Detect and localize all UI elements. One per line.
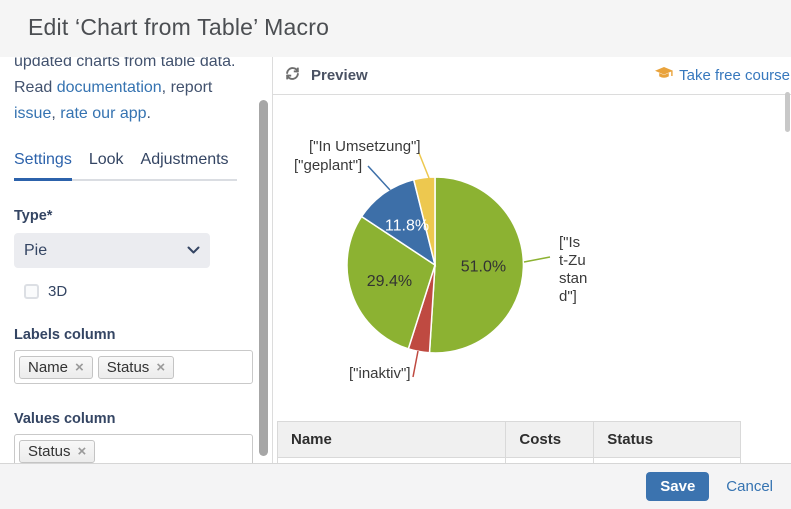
settings-panel-scrollbar[interactable] <box>259 100 268 456</box>
3d-checkbox-row: 3D <box>24 283 258 300</box>
3d-checkbox-label: 3D <box>48 283 68 300</box>
values-column-input[interactable]: Status × <box>14 434 253 463</box>
save-button[interactable]: Save <box>646 472 710 501</box>
tab-look[interactable]: Look <box>88 151 124 168</box>
tag-status-value-text: Status <box>28 442 71 460</box>
chevron-down-icon <box>187 242 200 260</box>
type-select[interactable]: Pie <box>14 233 210 268</box>
intro-sep2: , <box>51 105 61 122</box>
pie-slice-0 <box>428 176 525 354</box>
column-header-name: Name <box>276 421 507 458</box>
3d-checkbox[interactable] <box>24 284 39 299</box>
pie-category-label: ["Is <box>559 234 580 251</box>
intro-end: . <box>146 105 151 122</box>
pie-slice-3 <box>360 178 437 267</box>
pie-leader-line <box>418 152 430 179</box>
sidebar-intro-text: updated charts from table data. Read doc… <box>14 57 254 127</box>
intro-read: Read <box>14 79 57 96</box>
dialog-footer: Save Cancel <box>0 463 791 509</box>
column-header-status: Status <box>593 421 741 458</box>
type-select-value: Pie <box>24 241 48 259</box>
pie-slice-2 <box>346 215 436 350</box>
intro-clipped-line: updated charts from table data. <box>14 57 236 70</box>
intro-sep1: , report <box>161 79 213 96</box>
settings-tabbar: Settings Look Adjustments <box>14 151 237 181</box>
pie-category-label: ["In Umsetzung"] <box>309 138 421 155</box>
dialog-title: Edit ‘Chart from Table’ Macro <box>28 14 330 40</box>
documentation-link[interactable]: documentation <box>56 79 162 96</box>
labels-column-input[interactable]: Name × Status × <box>14 350 253 384</box>
pie-category-label: ["geplant"] <box>294 157 362 174</box>
tab-settings[interactable]: Settings <box>14 151 72 181</box>
remove-tag-icon[interactable]: × <box>77 442 87 460</box>
pie-category-label: stan <box>559 270 587 287</box>
remove-tag-icon[interactable]: × <box>156 358 166 376</box>
table-header-row: Name Costs Status <box>276 421 741 458</box>
refresh-icon[interactable] <box>284 65 301 87</box>
preview-title: Preview <box>311 67 368 84</box>
preview-header: Preview Take free course <box>273 57 791 95</box>
pie-leader-line <box>523 256 551 263</box>
tag-status[interactable]: Status × <box>97 355 175 379</box>
pie-leader-line <box>412 350 419 378</box>
pie-percentage-label: 51.0% <box>461 259 506 276</box>
pie-category-label: ["inaktiv"] <box>349 365 411 382</box>
pie-category-label: d"] <box>559 288 577 305</box>
pie-percentage-label: 11.8% <box>385 218 429 235</box>
preview-panel: Preview Take free course 51.0% 29.4% 11.8%… <box>272 57 791 466</box>
pie-slice-4 <box>412 176 436 266</box>
issue-link[interactable]: issue <box>14 105 52 122</box>
tag-status-text: Status <box>106 358 150 376</box>
cancel-link[interactable]: Cancel <box>726 478 773 495</box>
graduation-cap-icon <box>655 67 674 84</box>
rate-our-app-link[interactable]: rate our app <box>60 105 147 122</box>
pie-leader-line <box>367 165 391 191</box>
preview-source-table: Name Costs Status <box>276 421 741 466</box>
take-free-course-label: Take free course <box>679 67 790 84</box>
tag-name[interactable]: Name × <box>19 355 93 379</box>
tag-name-text: Name <box>28 358 69 376</box>
take-free-course-link[interactable]: Take free course <box>655 67 790 84</box>
type-label: Type* <box>14 208 53 224</box>
values-column-label: Values column <box>14 411 116 427</box>
tab-adjustments[interactable]: Adjustments <box>140 151 229 168</box>
remove-tag-icon[interactable]: × <box>75 358 84 376</box>
tag-status-value[interactable]: Status × <box>19 439 96 463</box>
dialog-titlebar: Edit ‘Chart from Table’ Macro <box>0 0 791 57</box>
column-header-costs: Costs <box>505 421 595 458</box>
pie-category-label: t-Zu <box>559 252 586 269</box>
pie-percentage-label: 29.4% <box>367 273 412 290</box>
settings-panel: updated charts from table data. Read doc… <box>0 57 272 463</box>
preview-scrollbar[interactable] <box>785 92 790 132</box>
labels-column-label: Labels column <box>14 327 116 343</box>
